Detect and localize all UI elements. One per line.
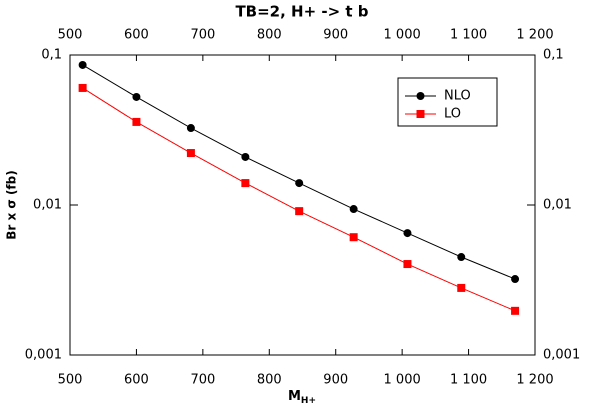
x-tick-label-top: 1 100 <box>450 28 487 43</box>
y-tick-label-right: 0,001 <box>543 348 580 363</box>
x-tick-label: 700 <box>190 373 215 388</box>
point <box>349 205 358 214</box>
point <box>403 260 412 269</box>
x-tick-label-top: 600 <box>124 28 149 43</box>
point <box>457 283 466 292</box>
point <box>241 179 250 188</box>
x-label-sub: H+ <box>301 396 316 406</box>
legend-label: NLO <box>444 89 471 104</box>
y-tick-label: 0,01 <box>33 198 62 213</box>
point <box>511 275 520 284</box>
legend-box <box>397 77 498 127</box>
point <box>78 60 87 69</box>
y-axis-label: Br x σ (fb) <box>5 170 19 239</box>
x-tick-label: 1 200 <box>516 373 553 388</box>
x-tick-label-top: 900 <box>323 28 348 43</box>
y-tick-label-right: 0,1 <box>543 48 564 63</box>
y-tick-label-right: 0,01 <box>543 198 572 213</box>
point <box>186 124 195 133</box>
x-tick-label: 1 100 <box>450 373 487 388</box>
chart-title: TB=2, H+ -> t b <box>235 3 368 21</box>
point <box>186 149 195 158</box>
point <box>403 229 412 238</box>
x-tick-label-top: 700 <box>190 28 215 43</box>
x-tick-label-top: 1 000 <box>384 28 421 43</box>
y-tick-label: 0,1 <box>41 48 62 63</box>
point <box>132 117 141 126</box>
point <box>295 207 304 216</box>
y-tick-label: 0,001 <box>25 348 62 363</box>
point <box>349 233 358 242</box>
x-tick-label-top: 800 <box>257 28 282 43</box>
point <box>132 92 141 101</box>
legend-label: LO <box>444 107 461 122</box>
point <box>295 179 304 188</box>
x-tick-label: 800 <box>257 373 282 388</box>
x-label-main: M <box>288 389 301 404</box>
x-tick-label: 600 <box>124 373 149 388</box>
legend-marker <box>416 110 425 118</box>
point <box>241 152 250 161</box>
x-tick-label: 1 000 <box>384 373 421 388</box>
x-tick-label: 900 <box>323 373 348 388</box>
point <box>511 306 520 315</box>
x-axis-label: MH+ <box>288 389 316 406</box>
x-tick-label: 500 <box>58 373 83 388</box>
x-tick-label-top: 1 200 <box>516 28 553 43</box>
legend-marker <box>416 92 425 100</box>
x-tick-label-top: 500 <box>58 28 83 43</box>
point <box>78 83 87 92</box>
point <box>457 253 466 262</box>
